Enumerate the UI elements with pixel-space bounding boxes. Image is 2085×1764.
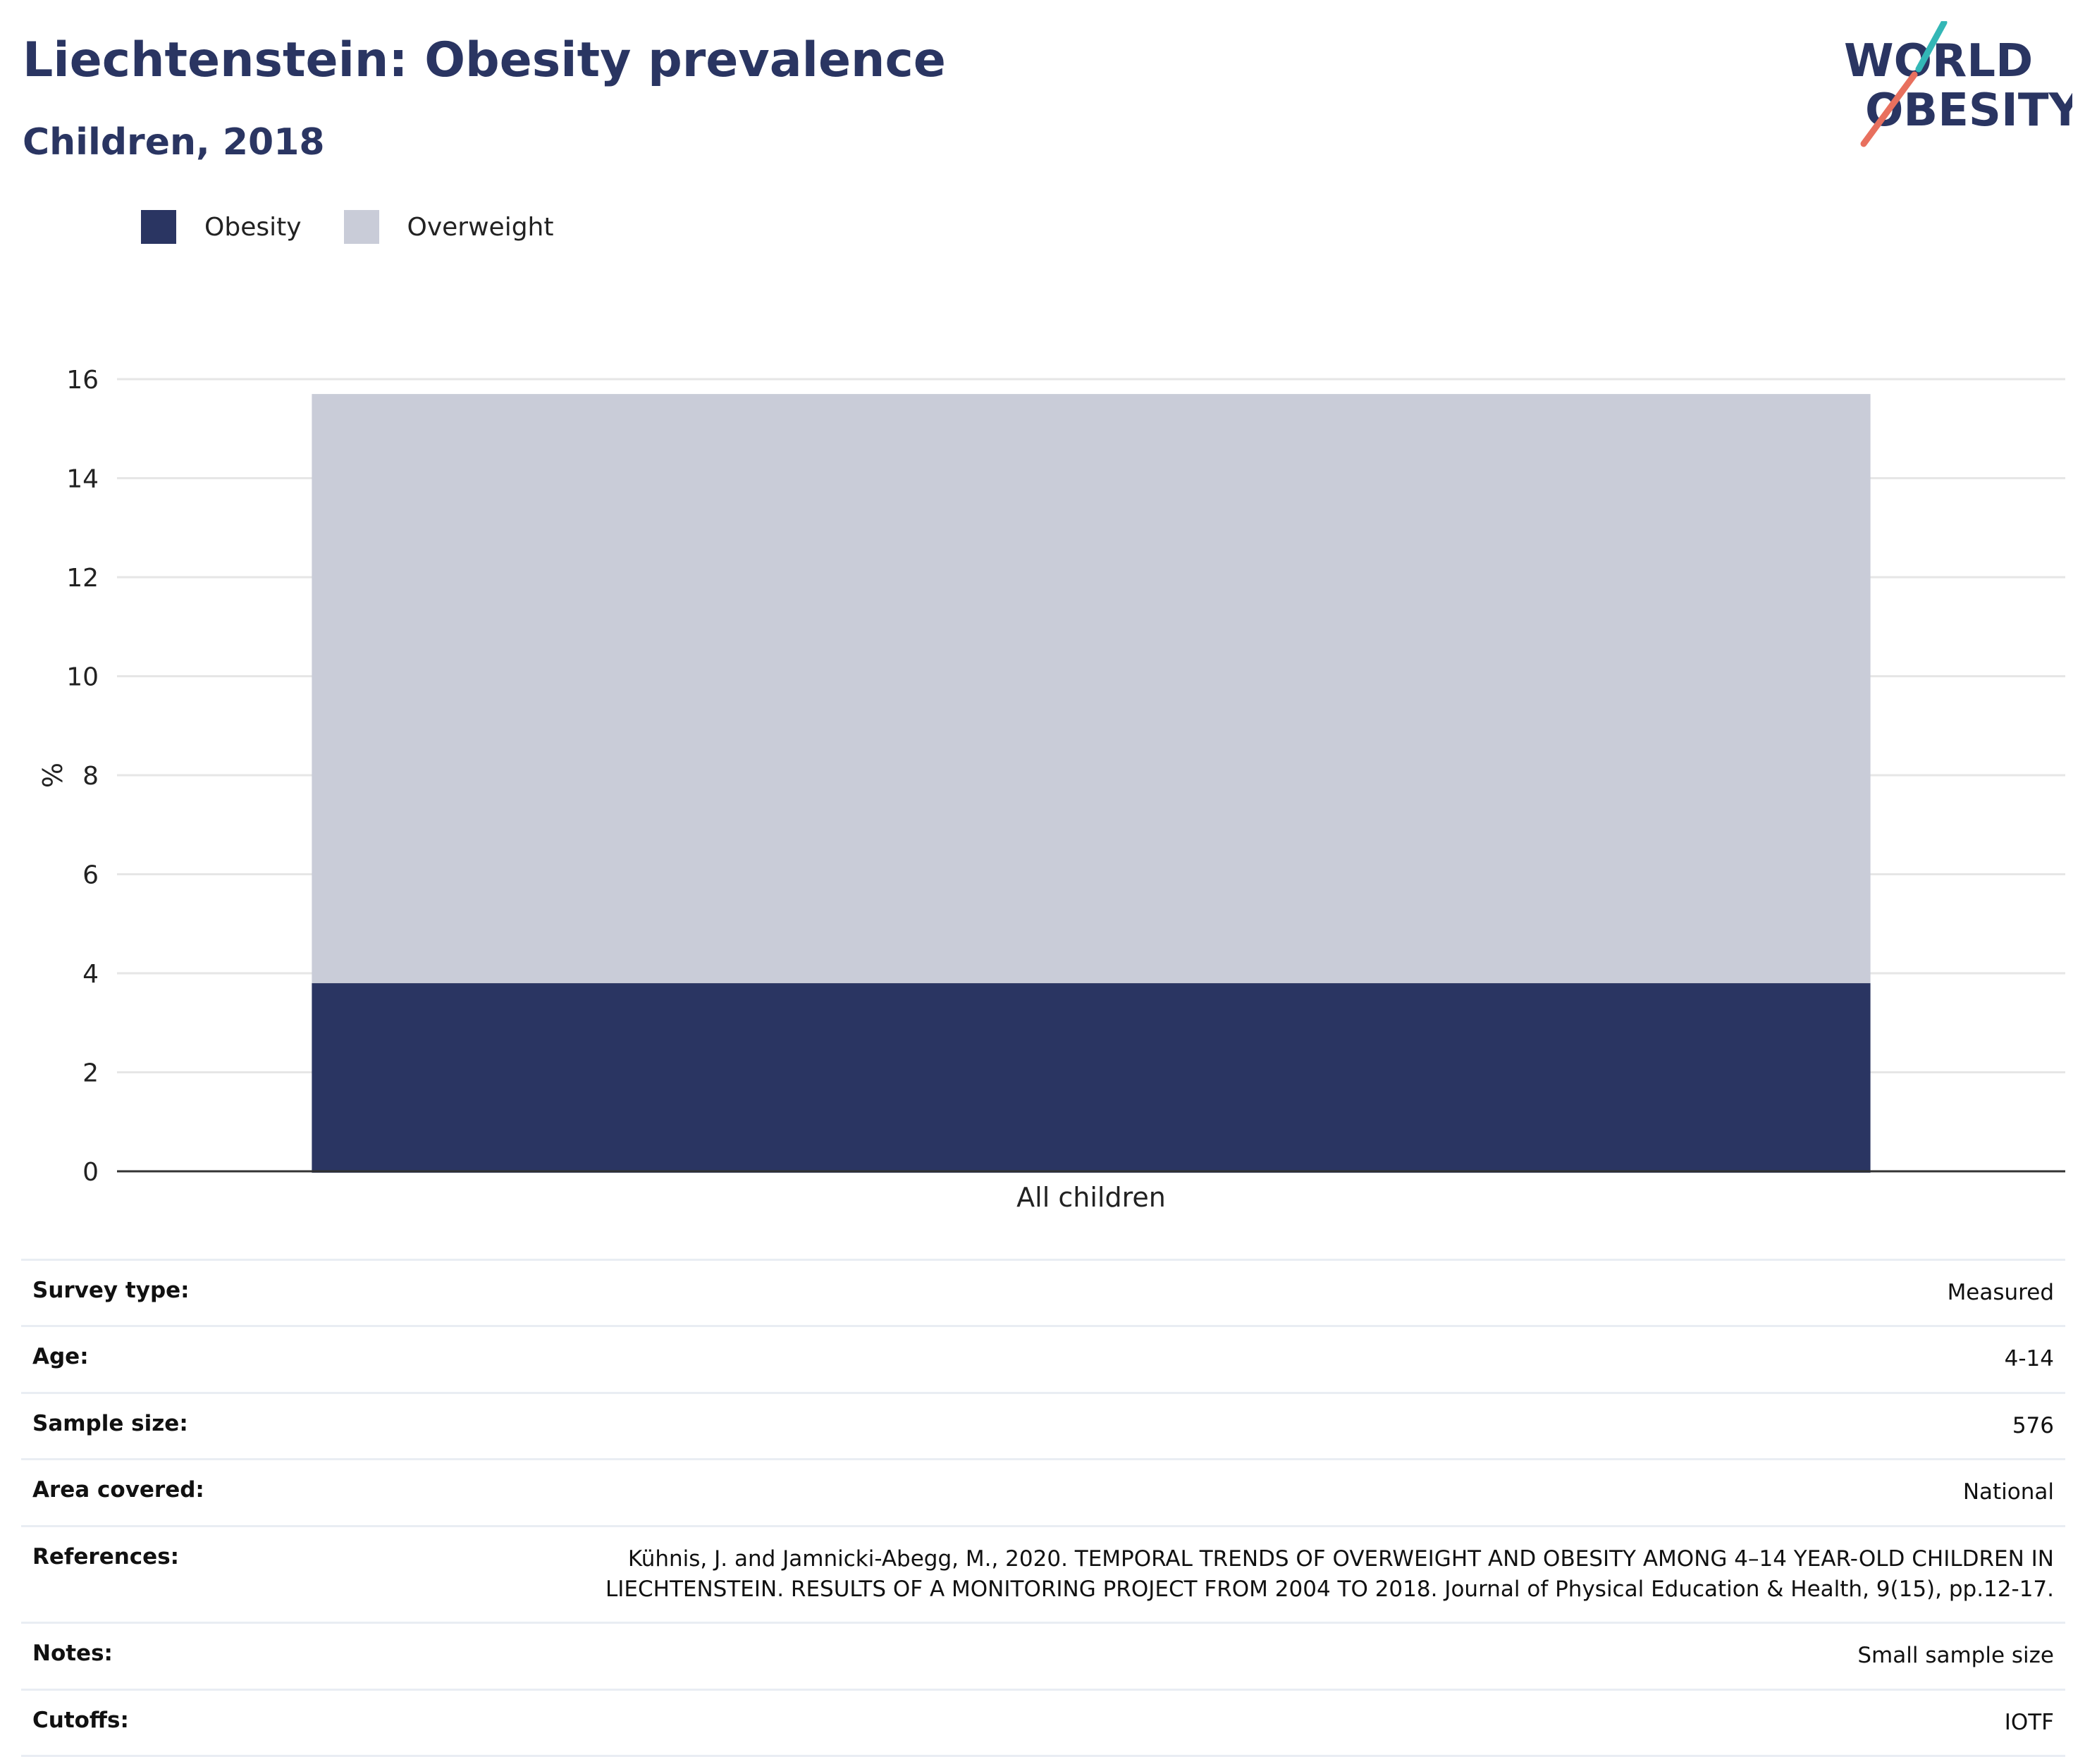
bar-chart: 0 2 4 6 8 10 12 14 16 All children % — [36, 366, 2065, 1213]
y-tick-label: 12 — [66, 564, 99, 593]
legend-swatch-overweight — [343, 210, 379, 244]
info-value: 576 — [537, 1391, 2065, 1460]
legend-item-overweight[interactable]: Overweight — [343, 210, 554, 244]
legend-item-obesity[interactable]: Obesity — [141, 210, 302, 244]
y-tick-label: 2 — [82, 1059, 99, 1088]
y-axis-label: % — [36, 763, 67, 788]
info-key: Notes: — [21, 1622, 537, 1690]
logo-line1: WORLD — [1844, 35, 2033, 87]
info-value: IOTF — [537, 1688, 2065, 1758]
bar-obesity[interactable] — [312, 983, 1871, 1173]
y-tick-label: 0 — [82, 1158, 99, 1187]
y-tick-label: 4 — [82, 960, 99, 989]
info-value: 4-14 — [537, 1325, 2065, 1393]
info-key: References: — [21, 1524, 537, 1623]
logo-line2: OBESITY — [1865, 85, 2072, 137]
legend: Obesity Overweight — [141, 210, 596, 244]
info-key: Sample size: — [21, 1391, 537, 1460]
info-key: Survey type: — [21, 1258, 537, 1326]
info-row: Sample size: 576 — [21, 1391, 2065, 1460]
bars-layer — [312, 394, 1871, 1173]
chart-title: Liechtenstein: Obesity prevalence — [23, 32, 946, 88]
legend-label-overweight: Overweight — [407, 212, 554, 242]
y-tick-label: 8 — [82, 762, 99, 791]
y-tick-label: 14 — [66, 465, 99, 494]
chart-subtitle: Children, 2018 — [23, 121, 325, 164]
info-key: Age: — [21, 1325, 537, 1393]
world-obesity-logo: WORLD OBESITY — [1844, 21, 2072, 147]
survey-info-table: Survey type: Measured Age: 4-14 Sample size:… — [21, 1258, 2065, 1758]
info-row: Notes: Small sample size — [21, 1622, 2065, 1690]
y-tick-label: 10 — [66, 663, 99, 692]
y-tick-label: 16 — [66, 366, 99, 395]
info-key: Cutoffs: — [21, 1688, 537, 1758]
info-row: Survey type: Measured — [21, 1258, 2065, 1326]
info-value: National — [537, 1458, 2065, 1526]
info-row: References: Kühnis, J. and Jamnicki-Abegg… — [21, 1524, 2065, 1623]
y-tick-label: 6 — [82, 861, 99, 890]
logo-slash-top — [1915, 21, 1948, 73]
x-ticks-layer: All children — [1016, 1182, 1166, 1213]
logo-slash-bottom — [1860, 71, 1918, 147]
info-value: Kühnis, J. and Jamnicki-Abegg, M., 2020.… — [537, 1524, 2065, 1623]
legend-label-obesity: Obesity — [204, 212, 302, 242]
info-row: Age: 4-14 — [21, 1325, 2065, 1393]
legend-swatch-obesity — [141, 210, 176, 244]
y-ticks-layer: 0 2 4 6 8 10 12 14 16 — [66, 366, 99, 1187]
info-value: Small sample size — [537, 1622, 2065, 1690]
x-tick-label: All children — [1016, 1182, 1166, 1213]
bar-overweight[interactable] — [312, 394, 1871, 984]
info-key: Area covered: — [21, 1458, 537, 1526]
info-row: Area covered: National — [21, 1458, 2065, 1526]
info-value: Measured — [537, 1258, 2065, 1326]
info-row: Cutoffs: IOTF — [21, 1688, 2065, 1758]
